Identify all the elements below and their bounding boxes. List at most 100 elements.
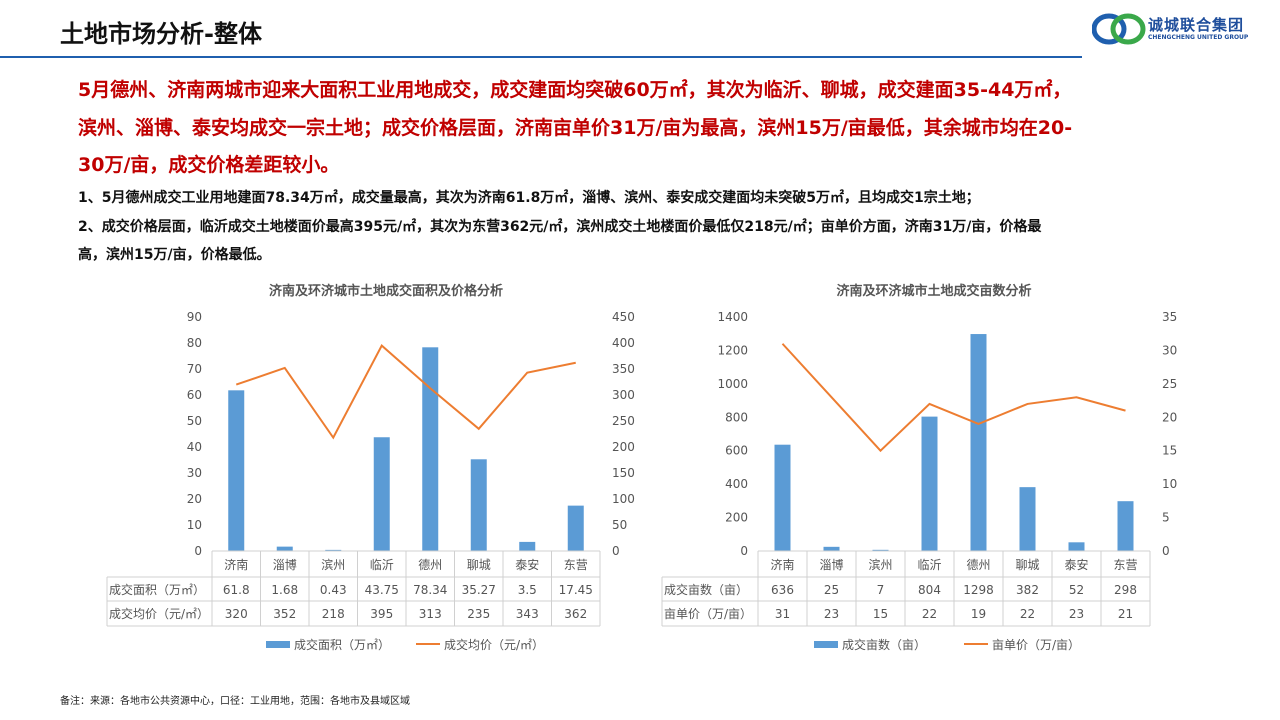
table-cell: 7: [877, 583, 885, 597]
table-cell: 43.75: [365, 583, 399, 597]
table-row-header: 亩单价（万/亩）: [664, 606, 752, 621]
detail-line: 1、5月德州成交工业用地建面78.34万㎡，成交量最高，其次为济南61.8万㎡，…: [78, 190, 980, 206]
price-line: [781, 343, 1126, 453]
y-right-tick: 200: [612, 440, 635, 454]
company-logo: 诚城联合集团 CHENGCHENG UNITED GROUP: [1091, 12, 1272, 46]
x-category-label: 东营: [564, 558, 588, 572]
header-divider: [0, 56, 1082, 58]
legend-bar-label: 成交面积（万㎡）: [294, 637, 390, 652]
legend-bar-label: 成交亩数（亩）: [842, 637, 926, 652]
y-left-tick: 1400: [717, 310, 748, 324]
table-cell: 23: [824, 607, 839, 621]
table-cell: 298: [1114, 583, 1137, 597]
table-row-header: 成交面积（万㎡）: [109, 582, 205, 597]
area-price-chart: 济南及环济城市土地成交面积及价格分析 0 10 20 30 40 50 60 70 80 90 0 50…: [106, 283, 635, 652]
detail-line: 高，滨州15万/亩，价格最低。: [78, 247, 271, 263]
legend-line-label: 成交均价（元/㎡）: [444, 637, 544, 652]
bar: [1068, 542, 1085, 551]
x-category-label: 泰安: [515, 557, 539, 572]
table-cell: 25: [824, 583, 839, 597]
chart-title: 济南及环济城市土地成交面积及价格分析: [269, 283, 503, 299]
table-cell: 15: [873, 607, 888, 621]
chart-title: 济南及环济城市土地成交亩数分析: [836, 283, 1031, 299]
table-cell: 235: [467, 607, 490, 621]
table-cell: 1298: [963, 583, 994, 597]
summary-line: 30万/亩，成交价格差距较小。: [78, 154, 340, 176]
bar: [1117, 501, 1134, 551]
page-title: 土地市场分析-整体: [60, 20, 262, 48]
y-left-tick: 800: [725, 410, 748, 424]
y-left-tick: 40: [187, 440, 202, 454]
bar: [228, 390, 245, 551]
x-category-label: 滨州: [868, 557, 892, 572]
table-cell: 23: [1069, 607, 1084, 621]
bar: [470, 459, 487, 551]
y-right-tick: 300: [612, 388, 635, 402]
table-cell: 21: [1118, 607, 1133, 621]
y-left-tick: 0: [194, 544, 202, 558]
table-cell: 1.68: [271, 583, 298, 597]
table-cell: 382: [1016, 583, 1039, 597]
table-cell: 61.8: [223, 583, 250, 597]
table-cell: 636: [771, 583, 794, 597]
y-right-tick: 100: [612, 492, 635, 506]
table-cell: 804: [918, 583, 941, 597]
x-category-label: 临沂: [917, 558, 941, 572]
x-category-label: 淄博: [819, 557, 843, 572]
x-category-label: 聊城: [467, 558, 491, 572]
logo-text-en: CHENGCHENG UNITED GROUP: [1148, 34, 1249, 41]
y-left-tick: 90: [187, 310, 202, 324]
y-right-tick: 0: [612, 544, 620, 558]
y-right-tick: 350: [612, 362, 635, 376]
summary-line: 滨州、淄博、泰安均成交一宗土地；成交价格层面，济南亩单价31万/亩为最高，滨州1…: [78, 117, 1073, 139]
y-right-tick: 10: [1162, 477, 1177, 491]
x-category-label: 济南: [770, 557, 794, 572]
bar: [970, 334, 987, 551]
bar: [276, 546, 293, 551]
table-cell: 35.27: [462, 583, 496, 597]
y-right-tick: 400: [612, 336, 635, 350]
bar: [1019, 487, 1036, 551]
x-category-label: 泰安: [1064, 557, 1088, 572]
logo-text-cn: 诚城联合集团: [1148, 16, 1245, 34]
y-right-tick: 50: [612, 518, 627, 532]
table-cell: 19: [971, 607, 986, 621]
bar: [373, 437, 390, 551]
table-cell: 22: [922, 607, 937, 621]
table-row-header: 成交亩数（亩）: [664, 582, 748, 597]
table-cell: 395: [370, 607, 393, 621]
y-left-tick: 10: [187, 518, 202, 532]
x-category-label: 临沂: [370, 558, 394, 572]
mu-count-chart: 济南及环济城市土地成交亩数分析0200400600800100012001400…: [661, 283, 1177, 652]
y-left-tick: 80: [187, 336, 202, 350]
y-left-tick: 1200: [717, 343, 748, 357]
bar: [325, 549, 342, 551]
y-left-tick: 60: [187, 388, 202, 402]
bar: [921, 416, 938, 551]
bar: [519, 541, 536, 551]
y-right-tick: 35: [1162, 310, 1177, 324]
bar: [823, 546, 840, 551]
y-left-tick: 50: [187, 414, 202, 428]
y-left-tick: 600: [725, 444, 748, 458]
summary-line: 5月德州、济南两城市迎来大面积工业用地成交，成交建面均突破60万㎡，其次为临沂、…: [78, 79, 1072, 101]
table-cell: 352: [273, 607, 296, 621]
table-cell: 362: [564, 607, 587, 621]
x-category-label: 淄博: [273, 557, 297, 572]
table-cell: 78.34: [413, 583, 447, 597]
y-left-tick: 0: [740, 544, 748, 558]
y-left-tick: 200: [725, 511, 748, 525]
price-line: [235, 344, 576, 440]
y-left-tick: 70: [187, 362, 202, 376]
table-cell: 218: [322, 607, 345, 621]
y-left-tick: 1000: [717, 377, 748, 391]
bar: [872, 549, 889, 551]
y-right-tick: 450: [612, 310, 635, 324]
table-cell: 31: [775, 607, 790, 621]
footnote: 备注：来源：各地市公共资源中心，口径：工业用地，范围：各地市及县域区域: [60, 696, 410, 707]
table-cell: 313: [419, 607, 442, 621]
legend-bar-swatch: [266, 641, 290, 648]
bar: [422, 347, 439, 551]
y-right-tick: 25: [1162, 377, 1177, 391]
bar: [567, 505, 584, 551]
